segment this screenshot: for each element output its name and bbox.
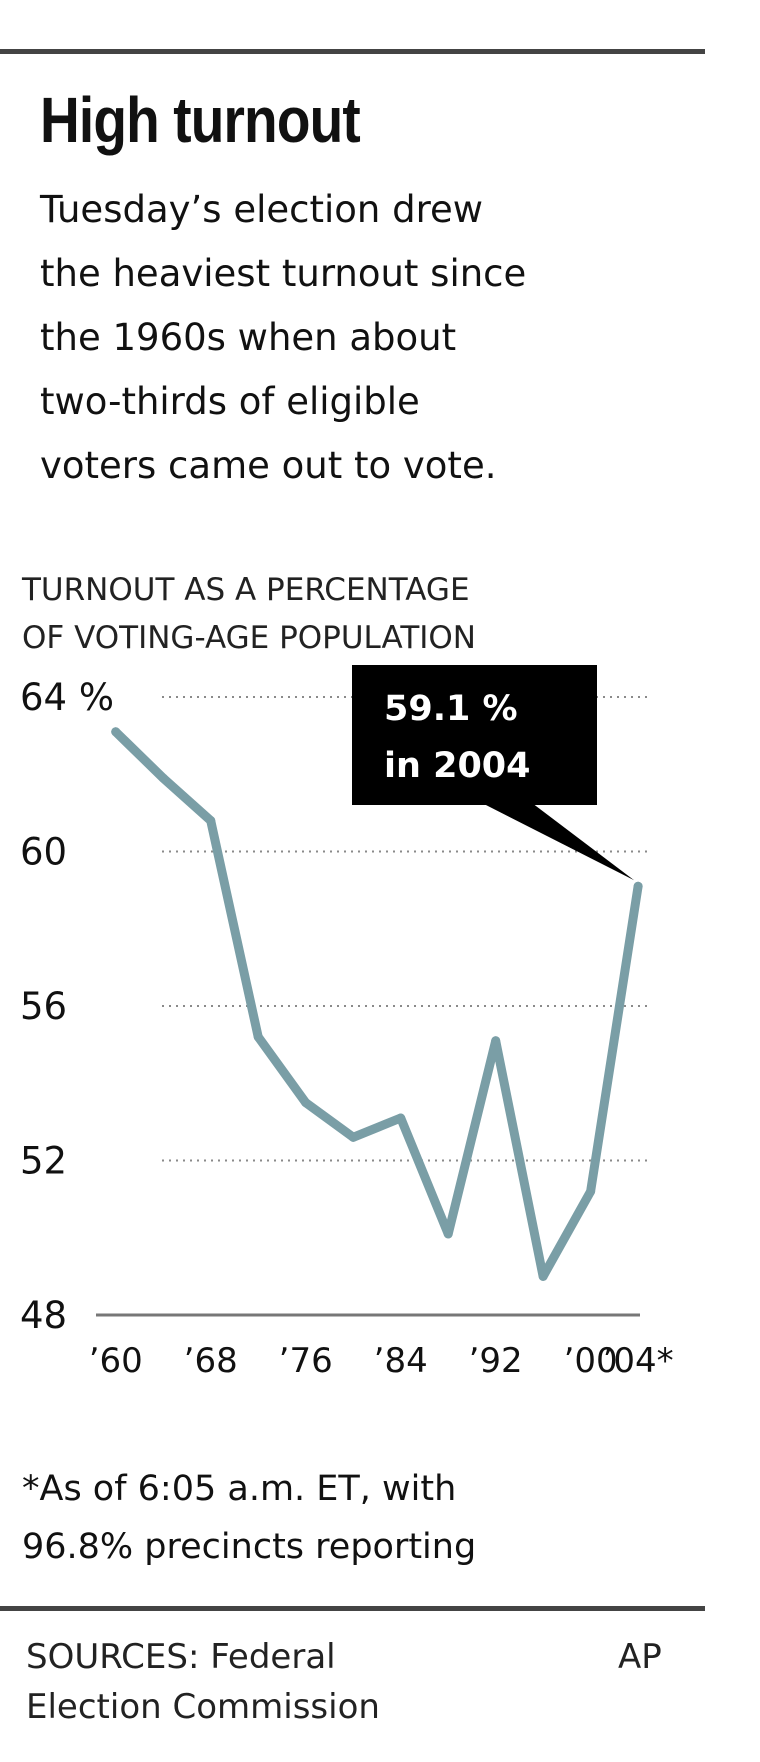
- intro-line: voters came out to vote.: [40, 444, 497, 487]
- y-axis-ticks: 64 % 60 56 52 48: [20, 676, 114, 1337]
- intro-line: the 1960s when about: [40, 316, 457, 359]
- x-tick-label: ’60: [89, 1341, 143, 1381]
- data-point: [206, 816, 216, 826]
- chart-title-line: OF VOTING-AGE POPULATION: [22, 620, 476, 656]
- intro-line: two-thirds of eligible: [40, 380, 420, 423]
- annotation-layer: 59.1 % in 2004: [352, 665, 635, 881]
- x-tick-label: ’92: [469, 1341, 523, 1381]
- y-tick-label: 64 %: [20, 676, 114, 719]
- data-point: [633, 881, 643, 891]
- y-tick-label: 48: [20, 1294, 67, 1337]
- sources-text: SOURCES: Federal Election Commission: [26, 1632, 380, 1732]
- series-line: [111, 727, 643, 1281]
- intro-line: Tuesday’s election drew: [40, 188, 484, 231]
- gridlines: [96, 696, 648, 1317]
- data-point: [491, 1036, 501, 1046]
- chart-title: TURNOUT AS A PERCENTAGE OF VOTING-AGE POP…: [21, 572, 476, 656]
- data-point: [538, 1271, 548, 1281]
- y-tick-label: 56: [20, 985, 67, 1028]
- data-point: [158, 773, 168, 783]
- x-tick-label: ’76: [279, 1341, 333, 1381]
- x-tick-label: ’04*: [603, 1341, 674, 1381]
- callout-box: [352, 665, 597, 805]
- callout-pointer: [482, 803, 635, 881]
- y-tick-label: 60: [20, 831, 67, 874]
- series-layer: [111, 727, 643, 1281]
- sources-line: SOURCES: Federal: [26, 1637, 336, 1677]
- data-point: [348, 1132, 358, 1142]
- data-point: [396, 1113, 406, 1123]
- headline: High turnout: [40, 84, 361, 156]
- y-tick-label: 52: [20, 1140, 67, 1183]
- footnote-line: 96.8% precincts reporting: [22, 1527, 477, 1567]
- callout-text-line: in 2004: [384, 746, 531, 786]
- turnout-line-chart: TURNOUT AS A PERCENTAGE OF VOTING-AGE POP…: [20, 572, 674, 1381]
- intro-text: Tuesday’s election drew the heaviest tur…: [40, 178, 720, 498]
- data-point: [301, 1098, 311, 1108]
- data-point: [586, 1186, 596, 1196]
- top-rule: [0, 49, 705, 54]
- x-tick-label: ’68: [184, 1341, 238, 1381]
- data-point: [443, 1229, 453, 1239]
- callout-text-line: 59.1 %: [384, 689, 518, 729]
- intro-line: the heaviest turnout since: [40, 252, 527, 295]
- x-tick-label: ’84: [374, 1341, 428, 1381]
- x-tick-label: ’00: [564, 1341, 618, 1381]
- data-point: [253, 1032, 263, 1042]
- x-axis-ticks: ’60 ’68 ’76 ’84 ’92 ’00’04*: [89, 1341, 674, 1381]
- data-point: [111, 727, 121, 737]
- footnote: *As of 6:05 a.m. ET, with 96.8% precinct…: [22, 1460, 476, 1576]
- credit-ap: AP: [618, 1637, 662, 1677]
- sources-line: Election Commission: [26, 1687, 380, 1727]
- footnote-line: *As of 6:05 a.m. ET, with: [22, 1469, 457, 1509]
- bottom-rule: [0, 1606, 705, 1611]
- chart-title-line: TURNOUT AS A PERCENTAGE: [21, 572, 470, 608]
